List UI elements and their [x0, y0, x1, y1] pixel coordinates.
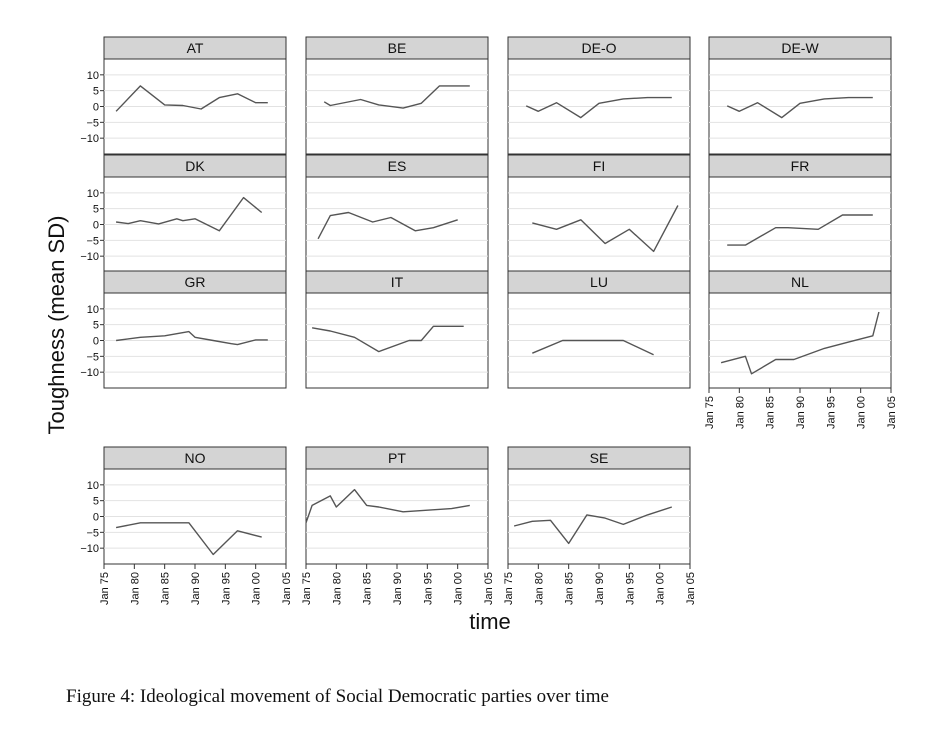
panel-de-w: DE-W: [708, 36, 892, 155]
y-tick-label: 10: [87, 480, 99, 492]
panel-title: BE: [388, 40, 407, 56]
x-tick-label: Jan 90: [190, 572, 202, 605]
x-tick-label: Jan 80: [129, 572, 141, 605]
panel-no: NO −10 −5 0 5 10 Jan 75 Jan 80 Jan 85 Jan 90 Jan 9…: [80, 446, 293, 605]
y-tick-label: −5: [86, 235, 99, 247]
series-line-es: [317, 211, 458, 240]
series-line-it: [311, 325, 464, 353]
y-tick-label: −10: [80, 251, 99, 263]
series-line-de-w: [726, 96, 873, 119]
panel-title: SE: [590, 450, 609, 466]
x-tick-label: Jan 05: [886, 396, 898, 429]
x-tick-label: Jan 00: [453, 572, 465, 605]
x-tick-label: Jan 95: [422, 572, 434, 605]
y-tick-label: 10: [87, 188, 99, 200]
panel-lu: LU: [507, 270, 691, 389]
x-tick-label: Jan 00: [251, 572, 263, 605]
series-line-be: [323, 85, 470, 109]
panel-title: DE-O: [582, 40, 617, 56]
series-line-lu: [532, 339, 654, 356]
y-tick-label: −10: [80, 367, 99, 379]
panel-be: BE: [305, 36, 489, 155]
series-line-pt: [305, 488, 470, 524]
y-tick-label: 5: [93, 86, 99, 98]
x-tick-label: Jan 75: [704, 396, 716, 429]
panel-title: LU: [590, 274, 608, 290]
x-tick-label: Jan 05: [483, 572, 495, 605]
series-line-at: [115, 85, 268, 112]
panel-title: GR: [185, 274, 206, 290]
panel-title: PT: [388, 450, 406, 466]
x-tick-label: Jan 90: [594, 572, 606, 605]
panel-title: ES: [388, 158, 407, 174]
x-tick-label: Jan 00: [856, 396, 868, 429]
series-line-gr: [116, 330, 268, 346]
panel-fi: FI: [507, 154, 691, 273]
panel-title: NL: [791, 274, 809, 290]
panel-title: DK: [185, 158, 205, 174]
panel-gr: GR −10 −5 0 5 10: [80, 270, 287, 389]
series-line-no: [115, 522, 262, 556]
panel-title: FR: [791, 158, 810, 174]
panel-title: DE-W: [781, 40, 819, 56]
panel-fr: FR: [708, 154, 892, 273]
x-tick-label: Jan 95: [220, 572, 232, 605]
x-tick-label: Jan 85: [564, 572, 576, 605]
x-tick-label: Jan 85: [362, 572, 374, 605]
y-tick-label: −5: [86, 351, 99, 363]
y-tick-label: 10: [87, 304, 99, 316]
x-tick-label: Jan 85: [160, 572, 172, 605]
y-tick-label: −5: [86, 527, 99, 539]
y-tick-label: −5: [86, 117, 99, 129]
x-tick-label: Jan 95: [624, 572, 636, 605]
y-tick-label: 0: [93, 336, 99, 348]
panel-title: IT: [391, 274, 404, 290]
panel-it: IT: [305, 270, 489, 389]
panel-at: AT −10 −5 0 5 10: [80, 36, 287, 155]
panel-de-o: DE-O: [507, 36, 691, 155]
series-line-fr: [727, 214, 873, 246]
figure-caption: Figure 4: Ideological movement of Social…: [66, 686, 609, 707]
series-line-dk: [116, 196, 263, 232]
y-tick-label: 5: [93, 204, 99, 216]
y-tick-label: 0: [93, 102, 99, 114]
series-line-nl: [720, 311, 880, 375]
x-tick-label: Jan 00: [655, 572, 667, 605]
y-tick-label: 0: [93, 512, 99, 524]
x-tick-label: Jan 75: [503, 572, 515, 605]
x-tick-label: Jan 80: [734, 396, 746, 429]
x-tick-label: Jan 75: [301, 572, 313, 605]
panel-se: SE Jan 75 Jan 80 Jan 85 Jan 90 Jan 95 Jan 00 Ja…: [503, 446, 697, 605]
y-tick-label: 5: [93, 496, 99, 508]
panel-title: NO: [185, 450, 206, 466]
series-line-de-o: [525, 96, 672, 119]
x-tick-label: Jan 90: [795, 396, 807, 429]
panel-title: FI: [593, 158, 605, 174]
series-line-se: [513, 506, 673, 545]
x-tick-label: Jan 05: [281, 572, 293, 605]
panel-es: ES: [305, 154, 489, 273]
y-tick-label: 10: [87, 70, 99, 82]
x-tick-label: Jan 05: [685, 572, 697, 605]
x-axis-label: time: [469, 609, 511, 634]
panel-title: AT: [187, 40, 204, 56]
y-tick-label: 5: [93, 320, 99, 332]
x-tick-label: Jan 80: [331, 572, 343, 605]
x-tick-label: Jan 90: [392, 572, 404, 605]
x-tick-label: Jan 80: [533, 572, 545, 605]
x-tick-label: Jan 75: [99, 572, 111, 605]
x-tick-label: Jan 85: [765, 396, 777, 429]
panel-dk: DK −10 −5 0 5 10: [80, 154, 287, 273]
y-tick-label: −10: [80, 543, 99, 555]
y-tick-label: 0: [93, 220, 99, 232]
y-tick-label: −10: [80, 133, 99, 145]
panel-pt: PT Jan 75 Jan 80 Jan 85 Jan 90 Jan 95 Jan 00 Ja…: [301, 446, 495, 605]
y-axis-label: Toughness (mean SD): [44, 216, 69, 435]
x-tick-label: Jan 95: [825, 396, 837, 429]
panel-nl: NL Jan 75 Jan 80 Jan 85 Jan 90 Jan 95 Jan 00 Ja…: [704, 270, 898, 429]
series-line-fi: [532, 205, 679, 253]
chart-panels: AT −10 −5 0 5 10 BE DE-O DE-W DK −10 −5 0 5 10 ES FI FR GR…: [80, 36, 898, 605]
